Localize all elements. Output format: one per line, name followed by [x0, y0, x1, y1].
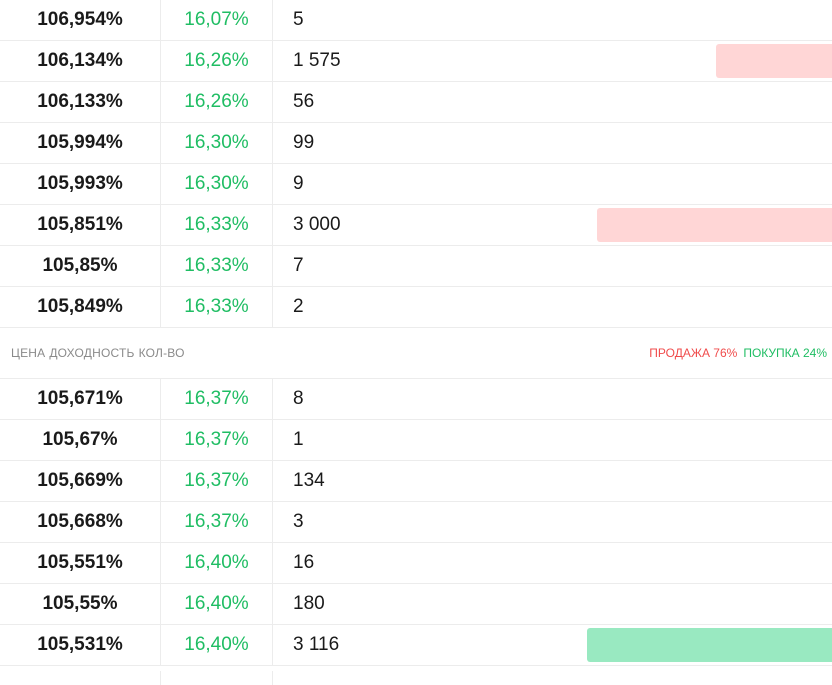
bid-row[interactable]: 105,669% 16,37% 134 — [0, 461, 832, 502]
yield-cell: 16,30% — [161, 123, 273, 163]
quantity-cell: 3 — [293, 511, 304, 532]
price-cell: 105,671% — [0, 379, 161, 419]
price-cell: 105,668% — [0, 502, 161, 542]
price-cell: 105,531% — [0, 625, 161, 665]
quantity-cell: 3 000 — [293, 214, 341, 235]
quantity-cell: 56 — [293, 91, 315, 112]
bid-row[interactable]: 105,671% 16,37% 8 — [0, 379, 832, 420]
bid-depth-bar — [586, 628, 832, 662]
price-cell: 105,849% — [0, 287, 161, 327]
quantity-cell: 134 — [293, 470, 325, 491]
column-headers: ЦЕНА ДОХОДНОСТЬ КОЛ-ВО — [11, 328, 189, 378]
bid-row[interactable]: 105,551% 16,40% 16 — [0, 543, 832, 584]
buy-ratio: ПОКУПКА 24% — [743, 346, 827, 360]
bids-list: 105,671% 16,37% 8 105,67% 16,37% 1 105,669% 16,… — [0, 379, 832, 666]
ask-row[interactable]: 105,994% 16,30% 99 — [0, 123, 832, 164]
quantity-cell: 99 — [293, 132, 315, 153]
price-cell: 106,954% — [0, 0, 161, 40]
yield-cell: 16,07% — [161, 0, 273, 40]
quantity-cell: 16 — [293, 552, 315, 573]
ask-row[interactable]: 106,133% 16,26% 56 — [0, 82, 832, 123]
quantity-cell: 3 116 — [293, 634, 340, 655]
quantity-cell: 2 — [293, 296, 304, 317]
yield-cell: 16,40% — [161, 584, 273, 624]
bid-row[interactable]: 105,55% 16,40% 180 — [0, 584, 832, 625]
ask-depth-bar — [596, 208, 832, 242]
quantity-cell: 180 — [293, 593, 325, 614]
quantity-cell: 5 — [293, 9, 304, 30]
yield-cell: 16,33% — [161, 205, 273, 245]
price-cell: 106,134% — [0, 41, 161, 81]
yield-cell: 16,26% — [161, 41, 273, 81]
price-cell: 105,85% — [0, 246, 161, 286]
price-cell: 105,67% — [0, 420, 161, 460]
yield-cell: 16,33% — [161, 287, 273, 327]
price-column-header: ЦЕНА — [11, 346, 46, 360]
yield-cell: 16,37% — [161, 461, 273, 501]
yield-cell: 16,40% — [161, 543, 273, 583]
price-cell: 106,133% — [0, 82, 161, 122]
bid-row[interactable]: 105,67% 16,37% 1 — [0, 420, 832, 461]
price-cell: 105,993% — [0, 164, 161, 204]
yield-cell: 16,37% — [161, 379, 273, 419]
quantity-cell: 1 — [293, 429, 304, 450]
bid-row[interactable]: 105,668% 16,37% 3 — [0, 502, 832, 543]
ask-row[interactable]: 105,849% 16,33% 2 — [0, 287, 832, 328]
yield-cell: 16,37% — [161, 502, 273, 542]
ask-row[interactable]: 105,85% 16,33% 7 — [0, 246, 832, 287]
ask-row[interactable]: 105,993% 16,30% 9 — [0, 164, 832, 205]
yield-column-header: ДОХОДНОСТЬ — [49, 346, 135, 360]
yield-cell: 16,26% — [161, 82, 273, 122]
price-cell: 105,994% — [0, 123, 161, 163]
price-cell: 105,669% — [0, 461, 161, 501]
yield-cell: 16,37% — [161, 420, 273, 460]
order-book-header: ЦЕНА ДОХОДНОСТЬ КОЛ-ВО ПРОДАЖА 76% ПОКУПКА … — [0, 328, 832, 379]
price-cell: 105,551% — [0, 543, 161, 583]
ask-row[interactable]: 105,851% 16,33% 3 000 — [0, 205, 832, 246]
quantity-cell: 9 — [293, 173, 304, 194]
price-cell: 105,55% — [0, 584, 161, 624]
quantity-cell: 8 — [293, 388, 304, 409]
qty-column-header: КОЛ-ВО — [138, 346, 185, 360]
asks-list: 106,954% 16,07% 5 106,134% 16,26% 1 575 106,13… — [0, 0, 832, 328]
column-separators — [0, 671, 832, 685]
price-cell: 105,851% — [0, 205, 161, 245]
ask-depth-bar — [715, 44, 832, 78]
yield-cell: 16,30% — [161, 164, 273, 204]
quantity-cell: 7 — [293, 255, 304, 276]
yield-cell: 16,33% — [161, 246, 273, 286]
yield-cell: 16,40% — [161, 625, 273, 665]
bid-row[interactable]: 105,531% 16,40% 3 116 — [0, 625, 832, 666]
ask-row[interactable]: 106,954% 16,07% 5 — [0, 0, 832, 41]
quantity-cell: 1 575 — [293, 50, 341, 71]
buy-sell-ratio: ПРОДАЖА 76% ПОКУПКА 24% — [649, 328, 827, 378]
ask-row[interactable]: 106,134% 16,26% 1 575 — [0, 41, 832, 82]
sell-ratio: ПРОДАЖА 76% — [649, 346, 738, 360]
